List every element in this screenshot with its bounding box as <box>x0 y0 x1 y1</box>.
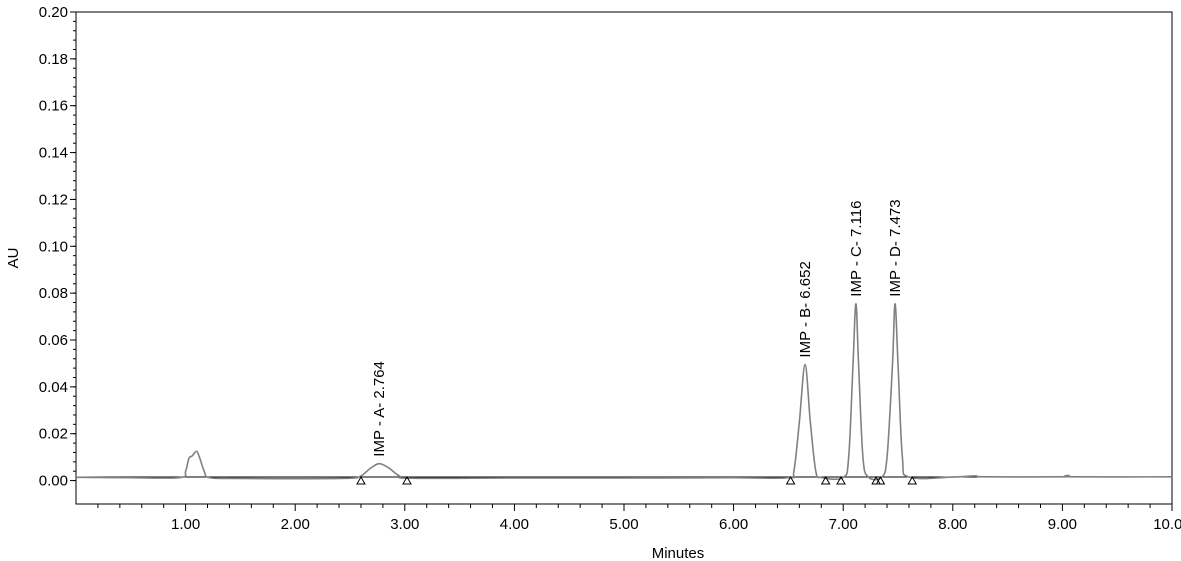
x-tick-label: 5.00 <box>609 516 638 533</box>
y-tick-label: 0.08 <box>39 285 68 302</box>
y-axis-title: AU <box>5 248 22 269</box>
integration-markers <box>356 476 918 485</box>
x-tick-label: 10.00 <box>1153 516 1181 533</box>
integration-marker <box>836 476 846 485</box>
y-tick-label: 0.12 <box>39 191 68 208</box>
y-tick-label: 0.14 <box>39 145 68 162</box>
y-tick-label: 0.02 <box>39 426 68 443</box>
peak-label: IMP - B- 6.652 <box>797 261 814 357</box>
x-tick-label: 9.00 <box>1048 516 1077 533</box>
integration-marker <box>402 476 412 485</box>
integration-marker <box>907 476 918 485</box>
y-axis: 0.00 0.02 0.04 0.06 0.08 0.10 0.12 0.14 0.16 0.18… <box>39 4 76 490</box>
chromatogram-trace <box>75 302 1173 481</box>
integration-marker <box>785 476 796 485</box>
x-tick-label: 3.00 <box>390 516 419 533</box>
x-tick-label: 8.00 <box>938 516 967 533</box>
y-tick-label: 0.04 <box>39 379 68 396</box>
y-tick-label: 0.00 <box>39 473 68 490</box>
integration-marker <box>356 476 366 485</box>
x-axis: 1.00 2.00 3.00 4.00 5.00 6.00 7.00 8.00 9.00 10.0… <box>97 504 1181 533</box>
plot-frame <box>75 11 1173 505</box>
x-tick-label: 1.00 <box>171 516 200 533</box>
x-axis-title: Minutes <box>652 545 705 561</box>
x-tick-label: 6.00 <box>719 516 748 533</box>
integration-marker <box>875 476 886 485</box>
y-tick-label: 0.16 <box>39 98 68 115</box>
x-tick-label: 4.00 <box>500 516 529 533</box>
x-tick-label: 2.00 <box>281 516 310 533</box>
x-tick-label: 7.00 <box>829 516 858 533</box>
peak-label: IMP - A- 2.764 <box>371 361 388 457</box>
series-layer <box>75 302 1173 481</box>
y-tick-label: 0.20 <box>39 4 68 21</box>
integration-marker <box>820 476 831 485</box>
y-tick-label: 0.18 <box>39 51 68 68</box>
y-tick-label: 0.10 <box>39 238 68 255</box>
peak-labels: IMP - A- 2.764 IMP - B- 6.652 IMP - C- 7.1… <box>371 199 904 456</box>
peak-label: IMP - C- 7.116 <box>848 201 865 297</box>
peak-label: IMP - D- 7.473 <box>887 199 904 296</box>
y-tick-label: 0.06 <box>39 332 68 349</box>
